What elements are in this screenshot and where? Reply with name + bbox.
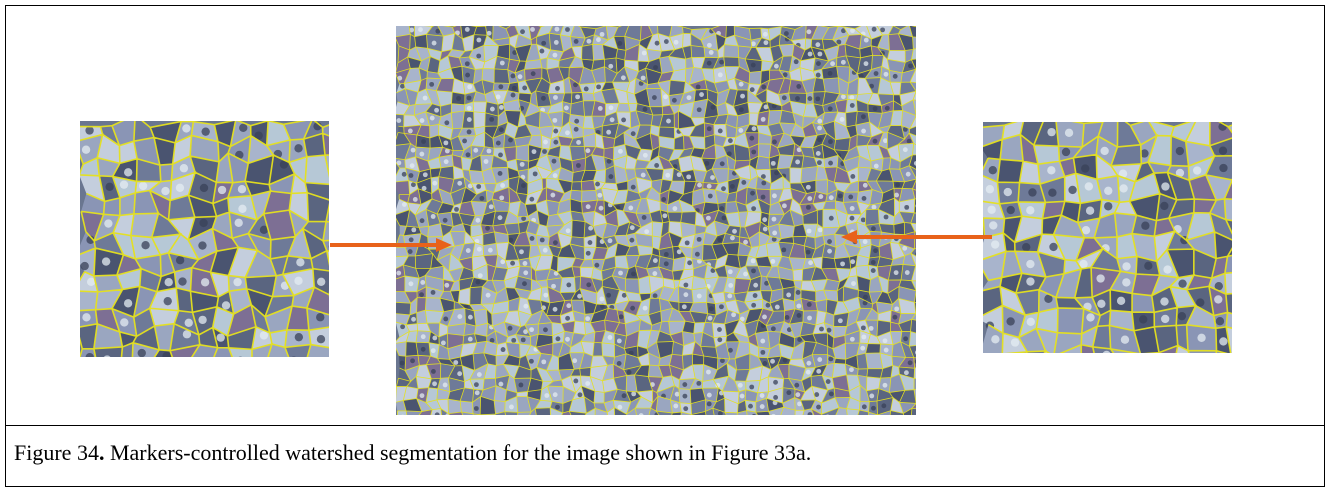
- main-segmentation-image: [396, 26, 916, 415]
- caption-text: Markers-controlled watershed segmentatio…: [104, 440, 812, 465]
- left-arrow: [330, 238, 452, 252]
- figure-number: Figure 34: [14, 440, 99, 465]
- caption-divider: [5, 425, 1325, 426]
- figure-caption: Figure 34. Markers-controlled watershed …: [14, 440, 812, 465]
- left-zoom-image: [80, 121, 329, 357]
- right-zoom-image: [983, 122, 1232, 353]
- figure-frame: [5, 5, 1325, 487]
- right-arrow: [841, 230, 992, 244]
